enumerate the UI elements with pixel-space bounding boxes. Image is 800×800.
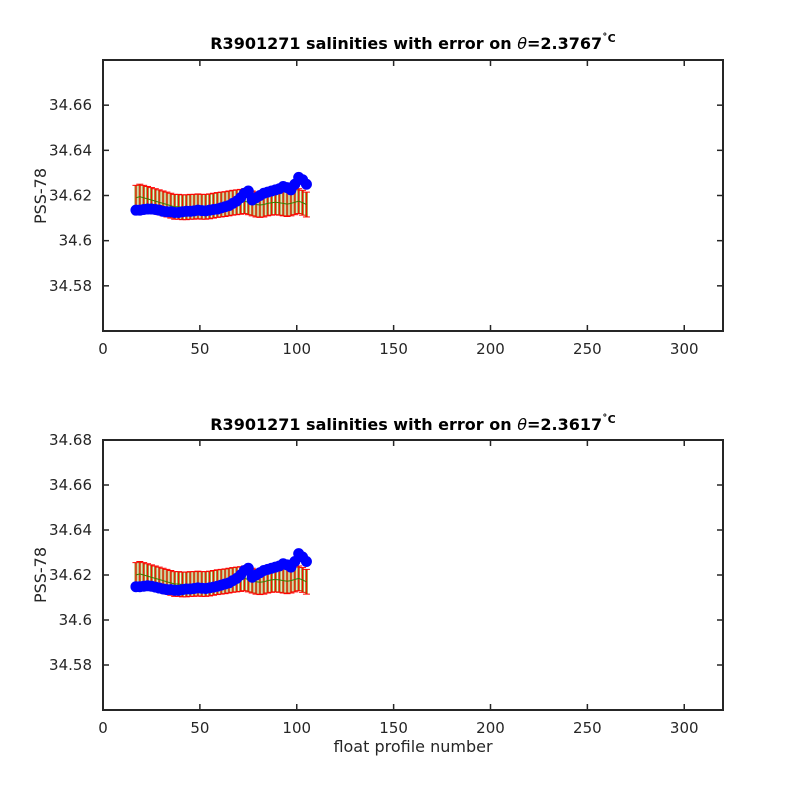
x-tick-label: 200 bbox=[476, 340, 505, 358]
x-tick-label: 250 bbox=[573, 719, 602, 737]
data-point bbox=[242, 185, 254, 197]
y-axis-ticks: 34.58 34.6 34.62 34.64 34.66 bbox=[49, 96, 723, 295]
x-tick-label: 50 bbox=[190, 340, 209, 358]
x-tick-label: 300 bbox=[670, 340, 699, 358]
data-point bbox=[300, 556, 312, 567]
data-point bbox=[242, 562, 254, 574]
x-axis-label: float profile number bbox=[333, 737, 493, 756]
plot-area bbox=[103, 60, 723, 331]
x-tick-label: 0 bbox=[98, 340, 108, 358]
x-tick-label: 0 bbox=[98, 719, 108, 737]
x-tick-label: 50 bbox=[190, 719, 209, 737]
data-marks bbox=[130, 548, 312, 598]
y-tick-label: 34.62 bbox=[49, 187, 92, 205]
chart-title: R3901271 salinities with error on θ=2.37… bbox=[210, 32, 616, 53]
y-tick-label: 34.68 bbox=[49, 431, 92, 449]
y-tick-label: 34.6 bbox=[59, 611, 92, 629]
y-tick-label: 34.58 bbox=[49, 277, 92, 295]
x-tick-label: 100 bbox=[282, 719, 311, 737]
x-tick-label: 200 bbox=[476, 719, 505, 737]
y-tick-label: 34.64 bbox=[49, 521, 92, 539]
y-tick-label: 34.64 bbox=[49, 141, 92, 159]
x-tick-label: 250 bbox=[573, 340, 602, 358]
chart-panel-bottom: R3901271 salinities with error on θ=2.36… bbox=[31, 413, 724, 756]
y-axis-label: PSS-78 bbox=[31, 168, 50, 224]
x-tick-label: 150 bbox=[379, 340, 408, 358]
y-axis-label: PSS-78 bbox=[31, 547, 50, 603]
chart-panel-top: R3901271 salinities with error on θ=2.37… bbox=[31, 32, 724, 358]
y-tick-label: 34.6 bbox=[59, 232, 92, 250]
plot-area bbox=[103, 440, 723, 710]
y-tick-label: 34.58 bbox=[49, 656, 92, 674]
data-marks bbox=[130, 171, 312, 221]
chart-title: R3901271 salinities with error on θ=2.36… bbox=[210, 413, 616, 434]
y-tick-label: 34.62 bbox=[49, 566, 92, 584]
data-point bbox=[300, 178, 312, 190]
x-tick-label: 100 bbox=[282, 340, 311, 358]
x-axis-ticks: 0 50 100 150 200 250 300 bbox=[98, 440, 699, 737]
x-axis-ticks: 0 50 100 150 200 250 300 bbox=[98, 60, 699, 358]
y-tick-label: 34.66 bbox=[49, 476, 92, 494]
y-tick-label: 34.66 bbox=[49, 96, 92, 114]
x-tick-label: 150 bbox=[379, 719, 408, 737]
x-tick-label: 300 bbox=[670, 719, 699, 737]
y-axis-ticks: 34.58 34.6 34.62 34.64 34.66 34.68 bbox=[49, 431, 723, 674]
